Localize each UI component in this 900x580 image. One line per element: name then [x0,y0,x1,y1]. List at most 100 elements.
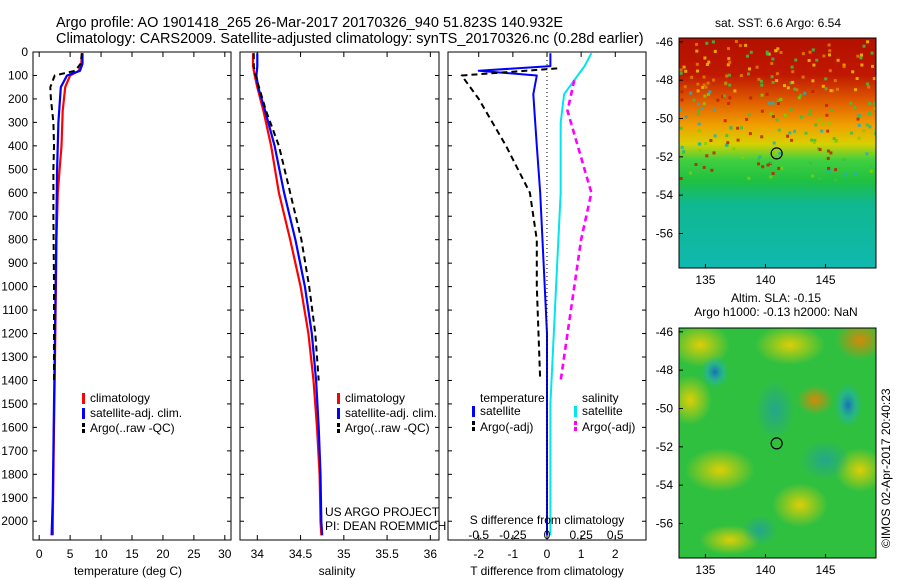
sst-pixel [724,143,728,147]
series-line [549,52,593,536]
sst-pixel [697,129,701,133]
x-tick-label: 0 [544,547,551,561]
sst-pixel [682,65,686,69]
sla-low-blob [701,356,729,388]
sst-pixel [696,82,700,86]
sst-pixel [684,69,688,73]
sst-pixel [712,108,716,112]
sst-pixel [702,102,706,106]
y-tick-label: 700 [8,209,28,223]
sst-pixel [825,113,829,117]
sst-pixel [857,123,861,127]
legend-heading-temperature: temperature [480,391,545,405]
sst-pixel [716,98,720,102]
sst-pixel [830,109,834,112]
sst-pixel [748,132,752,136]
sst-pixel [740,126,743,130]
sst-pixel [749,96,753,100]
series-line [50,53,84,536]
sst-pixel [679,108,682,112]
sst-pixel [702,165,706,169]
sst-pixel [679,177,683,180]
y-tick-label: -52 [656,440,674,454]
x-tick-label: -0.25 [499,528,527,542]
y-tick-label: -54 [656,478,674,492]
y-tick-label: -54 [656,188,674,202]
sst-pixel [842,65,846,68]
sst-pixel [700,106,704,110]
sst-pixel [790,138,794,142]
sst-pixel [851,70,855,74]
sst-pixel [758,155,762,159]
sst-pixel [824,77,828,81]
sst-pixel [776,102,780,105]
y-tick-label: 1500 [1,397,28,411]
y-tick-label: 0 [21,45,28,59]
y-tick-label: -48 [656,73,674,87]
y-tick-label: 500 [8,162,28,176]
difference-legend: temperature satellite Argo(-adj) salinit… [472,391,635,434]
sst-pixel [739,74,743,77]
sst-pixel [818,148,822,152]
sst-pixel [822,54,826,58]
sst-pixel [817,118,821,122]
sst-pixel [786,86,790,90]
sst-pixel [727,73,731,77]
x-tick-label: 0.5 [607,528,624,542]
sst-pixel [748,67,751,71]
sst-pixel [828,53,831,57]
sla-map-frame [678,327,877,559]
sst-pixel [680,145,684,149]
y-tick-label: -46 [656,325,674,339]
sst-field [679,38,876,268]
sst-pixel [766,163,770,167]
sst-pixel [765,50,769,54]
y-tick-label: 400 [8,139,28,153]
y-tick-label: -48 [656,363,674,377]
y-tick-label: 100 [8,68,28,82]
sst-pixel [856,54,860,58]
sst-pixel [747,176,751,180]
sst-pixel [696,89,700,93]
y-tick-label: -56 [656,227,674,241]
sst-pixel [695,42,699,46]
y-tick-label: 1100 [2,303,28,317]
sst-pixel [807,59,811,62]
salinity-plot-frame [239,51,440,541]
sst-pixel [728,83,732,87]
sst-pixel [854,88,857,92]
figure-title-line1: Argo profile: AO 1901418_265 26-Mar-2017… [56,15,563,31]
sst-pixel [844,173,848,177]
series-line [477,53,552,536]
y-tick-label: 1900 [1,491,28,505]
y-tick-label: -50 [656,402,674,416]
sst-pixel [789,81,793,85]
sst-pixel [712,151,716,155]
sst-pixel [694,169,698,173]
sst-pixel [757,77,761,81]
y-tick-label: 600 [8,186,28,200]
sst-pixel [679,126,683,130]
sst-pixel [702,75,706,79]
figure-title-line2: Climatology: CARS2009. Satellite-adjuste… [56,31,644,47]
series-line [255,53,324,536]
sla-high-blob [679,375,712,425]
sst-map-frame [678,37,877,269]
sst-pixel [850,131,854,135]
sst-pixel [858,114,862,118]
sla-map-title: Altim. SLA: -0.15 [731,291,821,305]
sla-low-blob [800,440,850,480]
series-line [51,53,83,536]
series-line [559,79,593,381]
sst-pixel [829,89,833,93]
sst-pixel [809,108,813,112]
sst-pixel [759,79,763,83]
y-tick-label: -52 [656,150,674,164]
sst-pixel [723,94,726,98]
sst-pixel [808,112,812,116]
x-tick-label: 36 [424,547,438,561]
sst-pixel [828,49,832,53]
sst-pixel [813,139,817,142]
sst-pixel [772,141,776,145]
sla-map [679,328,876,558]
